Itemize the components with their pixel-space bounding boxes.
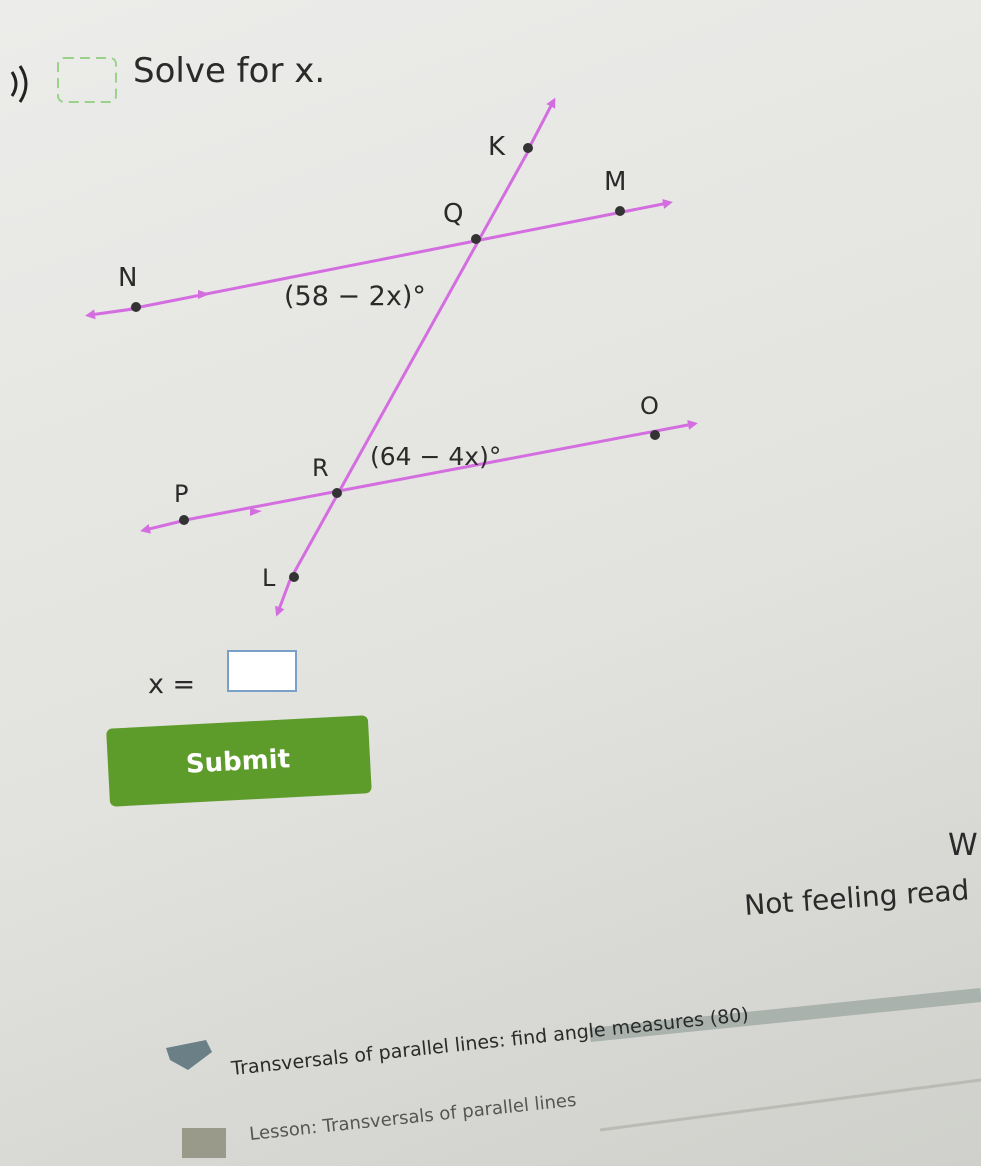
- answer-label: x =: [148, 669, 195, 700]
- point-label: R: [312, 454, 329, 482]
- diamond-icon: [166, 1040, 212, 1070]
- translate-icon[interactable]: [57, 57, 117, 103]
- not-ready-link[interactable]: Not feeling read: [743, 873, 970, 922]
- submit-button[interactable]: Submit: [106, 715, 372, 807]
- side-heading: W: [948, 828, 978, 863]
- lesson-link[interactable]: Lesson: Transversals of parallel lines: [248, 1090, 577, 1145]
- point-label: K: [488, 132, 506, 162]
- divider: [599, 1078, 981, 1132]
- points: [131, 143, 660, 582]
- lesson-icon: [182, 1128, 226, 1158]
- point-label: M: [604, 167, 626, 197]
- point-label: N: [118, 263, 137, 293]
- angle-label: (64 − 4x)°: [370, 442, 501, 471]
- prompt: Solve for x.: [133, 51, 325, 91]
- point-label: Q: [443, 199, 463, 229]
- angle-label: (58 − 2x)°: [284, 281, 426, 312]
- speaker-icon[interactable]: [10, 65, 28, 103]
- submit-label: Submit: [185, 744, 291, 779]
- diagram: [85, 97, 698, 617]
- point-label: P: [174, 480, 188, 508]
- point-label: L: [262, 564, 276, 592]
- divider: [589, 988, 981, 1042]
- skill-name: Transversals of parallel lines: find ang…: [229, 1004, 750, 1080]
- answer-input[interactable]: [227, 650, 297, 692]
- point-label: O: [640, 392, 659, 420]
